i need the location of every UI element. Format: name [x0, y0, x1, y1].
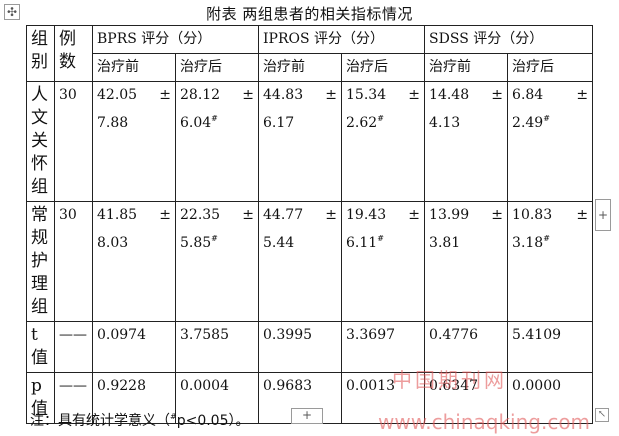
resize-handle-icon[interactable]: ↖ [595, 408, 609, 422]
row-label: p值 [26, 372, 55, 424]
header-metric-sdss: SDSS 评分（分） [424, 25, 594, 54]
row-label: t值 [26, 321, 55, 373]
table-title: 附表 两组患者的相关指标情况 [206, 5, 413, 23]
table-row: 人文关怀组 30 42.05 ±7.88 28.12 ±6.04# 44.83 ±6.… [26, 81, 594, 202]
value-cell: 0.0004 [174, 372, 260, 424]
watermark-logo: 中国期刊网 [392, 368, 507, 392]
value-cell: 0.9228 [92, 372, 176, 424]
value-cell: 3.7585 [174, 321, 260, 373]
value-cell: 5.4109 [507, 321, 594, 373]
value-cell: 44.77 ±5.44 [258, 201, 343, 322]
table-row: 常规护理组 30 41.85 ±8.03 22.35 ±5.85# 44.77 ±5.… [26, 201, 594, 322]
value-cell: 6.84 ±2.49# [507, 81, 594, 202]
watermark-url: www.chinaqking.com [378, 410, 591, 434]
value-cell: 28.12 ±6.04# [174, 81, 260, 202]
table-footnote: 注：具有统计学意义（#p<0.05）。 [30, 412, 250, 429]
header-after: 治疗后 [507, 53, 594, 82]
value-cell: 15.34 ±2.62# [341, 81, 426, 202]
value-cell: 13.99 ±3.81 [424, 201, 509, 322]
value-cell: 19.43 ±6.11# [341, 201, 426, 322]
header-before: 治疗前 [258, 53, 343, 82]
value-cell: 0.0013 [341, 372, 426, 424]
row-count: —— [54, 321, 93, 373]
value-cell: 0.4776 [424, 321, 509, 373]
add-column-button[interactable]: + [595, 199, 611, 231]
row-count: 30 [54, 201, 93, 322]
row-label: 常规护理组 [26, 201, 55, 322]
value-cell: 22.35 ±5.85# [174, 201, 260, 322]
table-row: t值 —— 0.0974 3.7585 0.3995 3.3697 0.4776… [26, 321, 594, 373]
move-handle-icon[interactable]: ✣ [4, 4, 20, 20]
value-cell: 0.3995 [258, 321, 343, 373]
header-before: 治疗前 [424, 53, 509, 82]
value-cell: 10.83 ±3.18# [507, 201, 594, 322]
header-after: 治疗后 [174, 53, 260, 82]
value-cell: 0.6347 [424, 372, 509, 424]
value-cell: 41.85 ±8.03 [92, 201, 176, 322]
value-cell: 44.83 ±6.17 [258, 81, 343, 202]
value-cell: 14.48 ±4.13 [424, 81, 509, 202]
header-metric-ipros: IPROS 评分（分） [258, 25, 426, 54]
header-after: 治疗后 [341, 53, 426, 82]
header-count: 例数 [54, 25, 93, 82]
results-table: 组别 例数 BPRS 评分（分） IPROS 评分（分） SDSS 评分（分） … [26, 25, 594, 424]
value-cell: 42.05 ±7.88 [92, 81, 176, 202]
value-cell: 0.0000 [507, 372, 594, 424]
header-group: 组别 [26, 25, 55, 82]
add-row-button[interactable]: + [291, 408, 323, 424]
value-cell: 3.3697 [341, 321, 426, 373]
header-before: 治疗前 [92, 53, 176, 82]
value-cell: 0.0974 [92, 321, 176, 373]
row-count: 30 [54, 81, 93, 202]
row-label: 人文关怀组 [26, 81, 55, 202]
header-metric-bprs: BPRS 评分（分） [91, 25, 260, 54]
